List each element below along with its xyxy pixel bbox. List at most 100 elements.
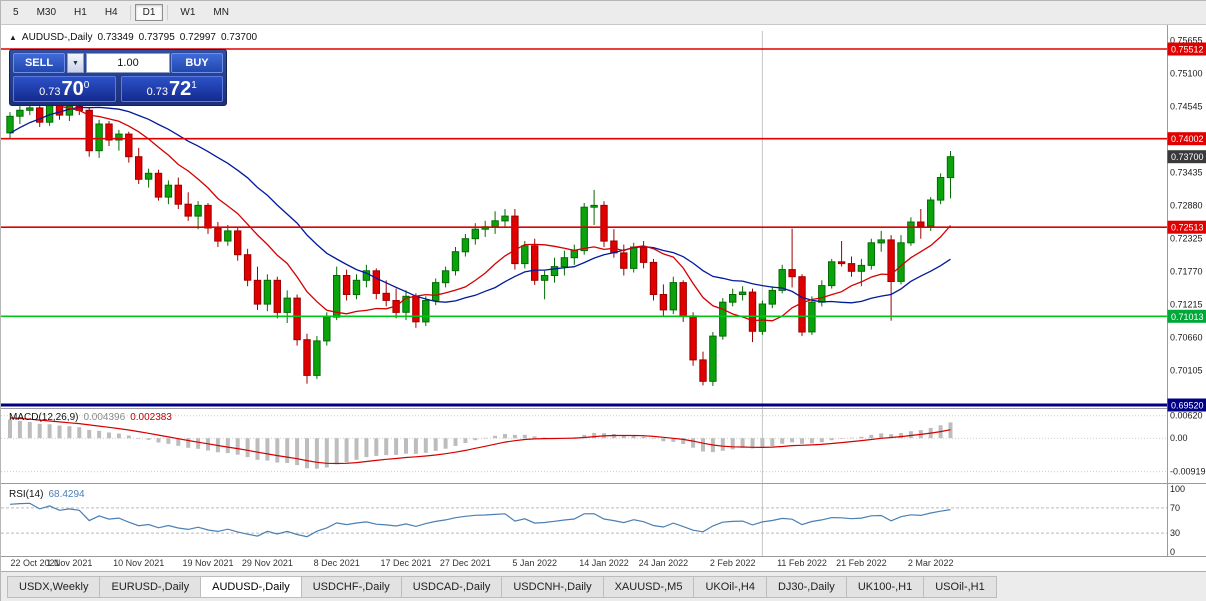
- macd-axis-tick: 0.00620: [1170, 411, 1203, 421]
- one-click-collapse-triangle-icon[interactable]: ▲: [9, 33, 17, 42]
- timeframe-h4[interactable]: H4: [97, 4, 126, 21]
- rsi-line: [9, 502, 951, 538]
- price-badge: [1167, 220, 1206, 234]
- price-tick: 0.72880: [1170, 200, 1203, 210]
- ma-slow-line: [9, 106, 951, 304]
- timeframe-d1[interactable]: D1: [134, 4, 164, 21]
- date-label: 5 Jan 2022: [512, 558, 557, 568]
- date-label: 27 Dec 2021: [440, 558, 491, 568]
- price-badge-value: 0.72513: [1171, 223, 1204, 233]
- date-label: 21 Feb 2022: [836, 558, 887, 568]
- rsi-indicator-label: RSI(14) 68.4294: [9, 489, 90, 500]
- chart-canvas[interactable]: 0.00620 0.00 -0.00919 100 70 30 0 0.75655 0.7510…: [1, 25, 1206, 571]
- tab-audusd-daily[interactable]: AUDUSD-,Daily: [200, 576, 302, 598]
- rsi-name: RSI(14): [9, 489, 44, 500]
- rsi-axis-tick: 100: [1170, 484, 1185, 494]
- date-label: 11 Feb 2022: [777, 558, 827, 568]
- sell-button[interactable]: SELL: [13, 53, 65, 73]
- date-label: 22 Oct 2021: [10, 558, 59, 568]
- macd-signal-value: 0.002383: [130, 412, 172, 423]
- macd-signal-line: [9, 417, 951, 465]
- sell-price-button[interactable]: 0.73 70 0: [13, 76, 116, 102]
- date-label: 19 Nov 2021: [182, 558, 233, 568]
- price-badge-value: 0.71013: [1171, 312, 1204, 322]
- tab-usdx-weekly[interactable]: USDX,Weekly: [7, 576, 101, 598]
- macd-histogram: [8, 419, 953, 469]
- date-label: 8 Dec 2021: [314, 558, 360, 568]
- chart-ohlc-header: ▲ AUDUSD-,Daily 0.73349 0.73795 0.72997 0.737…: [9, 32, 262, 43]
- tab-usoil-h1[interactable]: USOil-,H1: [923, 576, 997, 598]
- tab-eurusd-daily[interactable]: EURUSD-,Daily: [99, 576, 202, 598]
- tab-dj30-daily[interactable]: DJ30-,Daily: [765, 576, 847, 598]
- macd-main-value: 0.004396: [83, 412, 126, 423]
- price-tick: 0.71215: [1170, 299, 1203, 309]
- sell-price-point: 0: [83, 80, 90, 91]
- price-badge: [1167, 309, 1206, 323]
- price-tick: 0.70660: [1170, 332, 1203, 342]
- toolbar-separator: [129, 5, 131, 20]
- timeframe-w1[interactable]: W1: [172, 4, 203, 21]
- toolbar-separator: [167, 5, 169, 20]
- date-label: 29 Nov 2021: [242, 558, 293, 568]
- volume-dropdown-button[interactable]: ▼: [67, 53, 84, 73]
- tab-uk100-h1[interactable]: UK100-,H1: [845, 576, 925, 598]
- timeframe-m30[interactable]: M30: [29, 4, 64, 21]
- ohlc-open: 0.73349: [97, 32, 134, 43]
- macd-name: MACD(12,26,9): [9, 412, 79, 423]
- ma-fast-line: [9, 96, 951, 322]
- price-tick: 0.73435: [1170, 167, 1203, 177]
- sell-price-pips: 70: [61, 78, 84, 100]
- price-badge: [1167, 398, 1206, 412]
- buy-button[interactable]: BUY: [171, 53, 223, 73]
- tab-usdchf-daily[interactable]: USDCHF-,Daily: [300, 576, 402, 598]
- tab-usdcad-daily[interactable]: USDCAD-,Daily: [400, 576, 503, 598]
- timeframe-toolbar: 5 M30 H1 H4 D1 W1 MN: [1, 1, 1206, 25]
- timeframe-5[interactable]: 5: [5, 4, 27, 21]
- ohlc-high: 0.73795: [138, 32, 175, 43]
- macd-axis-tick: 0.00: [1170, 433, 1188, 443]
- price-tick: 0.70105: [1170, 365, 1203, 375]
- buy-price-pips: 72: [169, 78, 192, 100]
- tab-ukoil-h4[interactable]: UKOil-,H4: [693, 576, 767, 598]
- price-tick: 0.74545: [1170, 102, 1203, 112]
- chart-tab-bar: USDX,Weekly EURUSD-,Daily AUDUSD-,Daily USD…: [1, 571, 1206, 601]
- buy-price-prefix: 0.73: [146, 86, 169, 98]
- date-label: 14 Jan 2022: [579, 558, 629, 568]
- price-badge: [1167, 132, 1206, 146]
- ohlc-close: 0.73700: [220, 32, 258, 43]
- rsi-axis-tick: 30: [1170, 528, 1180, 538]
- date-label: 17 Dec 2021: [380, 558, 431, 568]
- ohlc-low: 0.72997: [179, 32, 216, 43]
- timeframe-mn[interactable]: MN: [205, 4, 237, 21]
- rsi-axis-tick: 70: [1170, 503, 1180, 513]
- date-label: 2 Mar 2022: [908, 558, 954, 568]
- price-badge: [1167, 42, 1206, 56]
- date-label: 24 Jan 2022: [639, 558, 689, 568]
- date-label: 2 Feb 2022: [710, 558, 756, 568]
- sell-price-prefix: 0.73: [39, 86, 61, 98]
- price-tick: 0.71770: [1170, 266, 1203, 276]
- price-badge-value: 0.74002: [1171, 134, 1204, 144]
- price-badge-value: 0.73700: [1171, 152, 1204, 162]
- rsi-value: 68.4294: [48, 489, 85, 500]
- rsi-axis-tick: 0: [1170, 547, 1175, 557]
- volume-input[interactable]: [86, 53, 170, 73]
- tab-xauusd-m5[interactable]: XAUUSD-,M5: [602, 576, 695, 598]
- price-badge-value: 0.69520: [1171, 401, 1204, 411]
- price-badge-value: 0.75512: [1171, 45, 1204, 55]
- date-label: 1 Nov 2021: [46, 558, 92, 568]
- buy-price-button[interactable]: 0.73 72 1: [120, 76, 223, 102]
- symbol-period-label: AUDUSD-,Daily: [21, 32, 93, 43]
- tab-usdcnh-daily[interactable]: USDCNH-,Daily: [501, 576, 604, 598]
- candles-layer: [6, 97, 955, 386]
- macd-axis-tick: -0.00919: [1170, 467, 1206, 477]
- price-badge: [1167, 150, 1206, 164]
- chart-area: 0.00620 0.00 -0.00919 100 70 30 0 0.75655 0.7510…: [1, 25, 1206, 571]
- price-tick: 0.75100: [1170, 69, 1203, 79]
- price-tick: 0.75655: [1170, 36, 1203, 46]
- buy-price-point: 1: [191, 80, 197, 91]
- macd-indicator-label: MACD(12,26,9) 0.004396 0.002383: [9, 412, 177, 423]
- timeframe-h1[interactable]: H1: [66, 4, 95, 21]
